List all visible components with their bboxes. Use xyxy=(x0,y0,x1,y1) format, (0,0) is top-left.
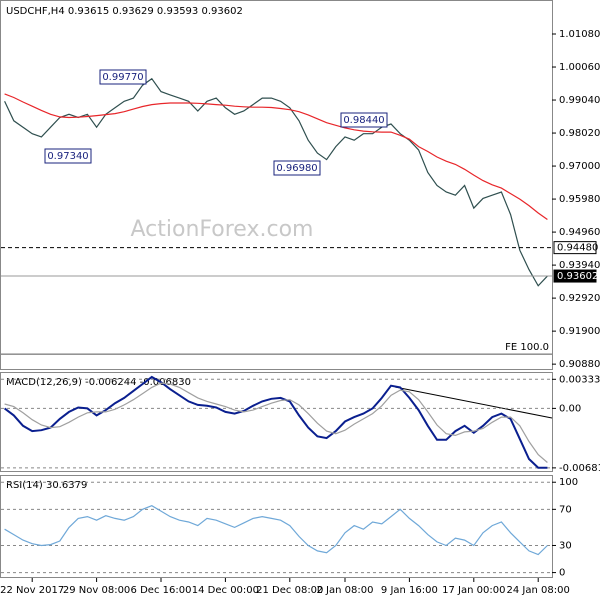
x-tick-label: 29 Nov 08:00 xyxy=(63,585,130,596)
watermark: ActionForex.com xyxy=(131,217,314,242)
series-line xyxy=(4,77,548,287)
level-box xyxy=(553,241,597,255)
fe-label: FE 100.0 xyxy=(505,342,549,353)
y-tick-label: 1.00060 xyxy=(559,62,600,73)
y-tick-label: 0.91900 xyxy=(559,326,600,337)
y-tick-label: 0.003334 xyxy=(559,374,600,385)
annotation-box xyxy=(44,148,92,164)
y-tick-label: 0.94960 xyxy=(559,227,600,238)
x-tick-label: 6 Dec 16:00 xyxy=(131,585,192,596)
y-tick-label: 0.92920 xyxy=(559,293,600,304)
series-line xyxy=(3,375,548,469)
y-tick-label: 0.90880 xyxy=(559,359,600,370)
annotation: 0.98440 xyxy=(343,115,384,126)
annotation: 0.96980 xyxy=(276,163,317,174)
x-tick-label: 24 Jan 08:00 xyxy=(507,585,570,596)
x-tick-label: 2 Jan 08:00 xyxy=(317,585,374,596)
y-tick-label: 0 xyxy=(559,568,565,579)
annotation-box xyxy=(273,160,321,176)
y-tick-label: 30 xyxy=(559,540,572,551)
level-box xyxy=(553,269,597,283)
y-tick-label: 0.98020 xyxy=(559,128,600,139)
y-tick-label: 1.01080 xyxy=(559,29,600,40)
macd-panel xyxy=(0,372,553,472)
y-tick-label: -0.006817 xyxy=(559,463,600,474)
series-line xyxy=(4,382,548,463)
y-tick-label: 0.00 xyxy=(559,403,581,414)
panel-title: RSI(14) 30.6379 xyxy=(6,480,87,491)
y-tick-label: 0.95980 xyxy=(559,194,600,205)
y-tick-label: 0.97000 xyxy=(559,161,600,172)
y-tick-label: 100 xyxy=(559,477,578,488)
series-line xyxy=(4,93,548,220)
annotation: 0.97340 xyxy=(47,151,88,162)
x-tick-label: 9 Jan 16:00 xyxy=(381,585,438,596)
series-line xyxy=(4,505,548,556)
annotation-box xyxy=(340,112,388,128)
annotation: 0.99770 xyxy=(102,72,143,83)
x-tick-label: 17 Jan 00:00 xyxy=(442,585,505,596)
level-label: 0.94480 xyxy=(557,243,598,254)
panel-title: USDCHF,H4 0.93615 0.93629 0.93593 0.9360… xyxy=(6,6,243,17)
rsi-panel xyxy=(0,475,553,578)
y-tick-label: 0.99040 xyxy=(559,95,600,106)
x-tick-label: 22 Nov 2017 xyxy=(0,585,64,596)
x-tick-label: 14 Dec 00:00 xyxy=(192,585,259,596)
x-tick-label: 21 Dec 08:00 xyxy=(256,585,323,596)
y-tick-label: 70 xyxy=(559,504,572,515)
trend-line xyxy=(394,386,553,419)
level-label: 0.93602 xyxy=(557,271,598,282)
y-tick-label: 0.93940 xyxy=(559,260,600,271)
annotation-box xyxy=(99,69,147,85)
panel-title: MACD(12,26,9) -0.006244 -0.006830 xyxy=(6,377,191,388)
price-panel xyxy=(0,0,553,370)
